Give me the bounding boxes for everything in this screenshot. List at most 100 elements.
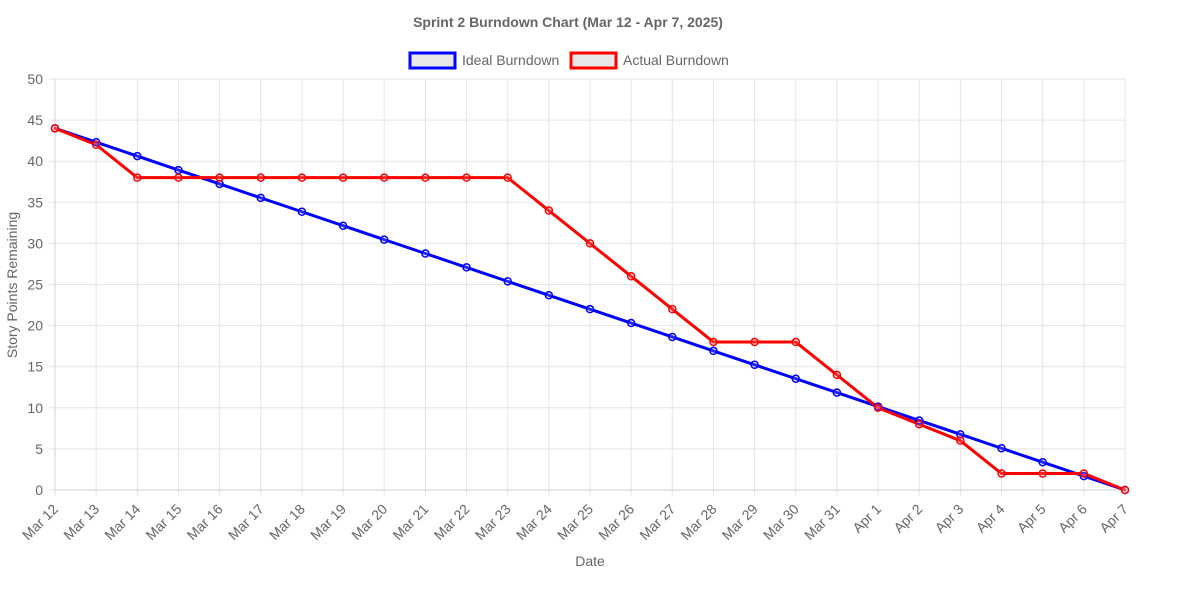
data-point-actual-burndown[interactable] xyxy=(1120,485,1130,495)
x-tick-label: Apr 5 xyxy=(1014,501,1049,536)
y-axis-title: Story Points Remaining xyxy=(4,212,20,358)
data-point-actual-burndown[interactable] xyxy=(1079,469,1089,478)
data-point-actual-burndown[interactable] xyxy=(668,304,677,314)
data-point-ideal-burndown[interactable] xyxy=(503,277,512,286)
data-point-actual-burndown[interactable] xyxy=(50,124,60,133)
data-point-actual-burndown[interactable] xyxy=(873,403,883,413)
data-point-actual-burndown[interactable] xyxy=(133,173,142,182)
data-point-actual-burndown[interactable] xyxy=(544,206,554,215)
data-point-ideal-burndown[interactable] xyxy=(379,235,389,244)
y-tick-label: 50 xyxy=(27,71,43,87)
data-point-ideal-burndown[interactable] xyxy=(297,207,307,217)
data-point-ideal-burndown[interactable] xyxy=(1079,471,1089,481)
x-tick-label: Mar 14 xyxy=(101,501,143,543)
data-point-ideal-burndown[interactable] xyxy=(421,249,430,258)
data-point-actual-burndown[interactable] xyxy=(997,469,1006,478)
data-point-ideal-burndown[interactable] xyxy=(791,374,801,383)
x-tick-label: Apr 4 xyxy=(973,501,1008,536)
y-tick-label: 15 xyxy=(27,359,43,375)
data-point-actual-burndown[interactable] xyxy=(462,173,471,182)
x-tick-label: Mar 22 xyxy=(431,501,473,543)
x-tick-label: Mar 29 xyxy=(719,501,761,543)
x-tick-label: Mar 25 xyxy=(554,501,596,543)
data-point-ideal-burndown[interactable] xyxy=(91,137,101,147)
series-line-actual-burndown xyxy=(53,126,1127,492)
x-tick-label: Apr 6 xyxy=(1055,501,1090,536)
series-line-ideal-burndown xyxy=(53,126,1127,492)
y-tick-label: 35 xyxy=(27,194,43,210)
data-point-ideal-burndown[interactable] xyxy=(668,332,677,342)
data-point-actual-burndown[interactable] xyxy=(421,173,430,182)
x-tick-label: Mar 26 xyxy=(595,501,637,543)
x-axis-ticks: Mar 12 Mar 13 Mar 14 Mar 15 Mar 16 Mar 17 Mar … xyxy=(19,501,1131,543)
data-point-actual-burndown[interactable] xyxy=(91,140,101,150)
data-point-ideal-burndown[interactable] xyxy=(750,360,759,370)
x-tick-label: Mar 28 xyxy=(677,501,719,543)
data-point-ideal-burndown[interactable] xyxy=(832,388,842,397)
chart-title: Sprint 2 Burndown Chart (Mar 12 - Apr 7,… xyxy=(413,14,723,30)
data-point-ideal-burndown[interactable] xyxy=(997,443,1006,453)
legend-item-actual[interactable]: Actual Burndown xyxy=(569,51,729,70)
data-point-actual-burndown[interactable] xyxy=(338,173,348,182)
data-point-actual-burndown[interactable] xyxy=(215,173,224,182)
data-point-actual-burndown[interactable] xyxy=(709,337,718,347)
x-tick-label: Mar 13 xyxy=(60,501,102,543)
y-tick-label: 45 xyxy=(27,112,43,128)
y-tick-label: 10 xyxy=(27,400,43,416)
y-tick-label: 5 xyxy=(35,441,43,457)
x-tick-label: Mar 16 xyxy=(184,501,226,543)
x-tick-label: Mar 21 xyxy=(389,501,431,543)
x-tick-label: Mar 12 xyxy=(19,501,61,543)
y-tick-label: 30 xyxy=(27,235,43,251)
x-tick-label: Apr 7 xyxy=(1096,501,1131,536)
x-tick-label: Mar 19 xyxy=(307,501,349,543)
data-point-ideal-burndown[interactable] xyxy=(626,318,636,328)
x-tick-label: Apr 3 xyxy=(932,501,967,536)
data-point-actual-burndown[interactable] xyxy=(791,337,801,347)
data-point-actual-burndown[interactable] xyxy=(832,370,842,380)
data-point-actual-burndown[interactable] xyxy=(174,173,183,182)
series-points xyxy=(50,124,1130,495)
data-point-actual-burndown[interactable] xyxy=(585,239,595,248)
data-point-ideal-burndown[interactable] xyxy=(256,193,266,203)
data-point-ideal-burndown[interactable] xyxy=(133,151,142,161)
data-point-ideal-burndown[interactable] xyxy=(174,165,183,175)
axes xyxy=(54,79,1125,491)
data-point-actual-burndown[interactable] xyxy=(956,436,965,445)
x-tick-label: Mar 27 xyxy=(636,501,678,543)
data-point-ideal-burndown[interactable] xyxy=(709,346,718,356)
y-tick-label: 40 xyxy=(27,153,43,169)
x-tick-label: Apr 2 xyxy=(890,501,925,536)
y-tick-label: 20 xyxy=(27,318,43,334)
data-point-actual-burndown[interactable] xyxy=(626,272,636,281)
data-point-actual-burndown[interactable] xyxy=(1038,469,1047,478)
y-axis-ticks: 0 5 10 15 20 25 30 35 40 45 50 xyxy=(27,71,43,498)
legend-label-ideal: Ideal Burndown xyxy=(462,52,559,68)
x-tick-label: Mar 30 xyxy=(760,501,802,543)
series-lines xyxy=(53,126,1127,492)
data-point-ideal-burndown[interactable] xyxy=(585,304,595,314)
y-tick-label: 25 xyxy=(27,277,43,293)
x-axis-title: Date xyxy=(575,553,605,569)
data-point-ideal-burndown[interactable] xyxy=(1038,457,1047,467)
legend-label-actual: Actual Burndown xyxy=(623,52,729,68)
data-point-ideal-burndown[interactable] xyxy=(544,291,554,300)
x-tick-label: Mar 23 xyxy=(472,501,514,543)
data-point-ideal-burndown[interactable] xyxy=(462,263,471,272)
x-tick-label: Apr 1 xyxy=(849,501,884,536)
data-point-actual-burndown[interactable] xyxy=(379,173,389,182)
data-point-actual-burndown[interactable] xyxy=(503,173,512,182)
data-point-actual-burndown[interactable] xyxy=(914,419,924,429)
x-tick-label: Mar 20 xyxy=(348,501,390,543)
x-tick-label: Mar 17 xyxy=(225,501,267,543)
data-point-actual-burndown[interactable] xyxy=(256,173,266,182)
data-point-actual-burndown[interactable] xyxy=(750,337,759,347)
legend-swatch-actual xyxy=(569,51,618,70)
data-point-ideal-burndown[interactable] xyxy=(338,221,348,230)
x-tick-label: Mar 31 xyxy=(801,501,843,543)
legend-item-ideal[interactable]: Ideal Burndown xyxy=(408,51,559,70)
data-point-actual-burndown[interactable] xyxy=(297,173,307,182)
y-tick-label: 0 xyxy=(35,482,43,498)
